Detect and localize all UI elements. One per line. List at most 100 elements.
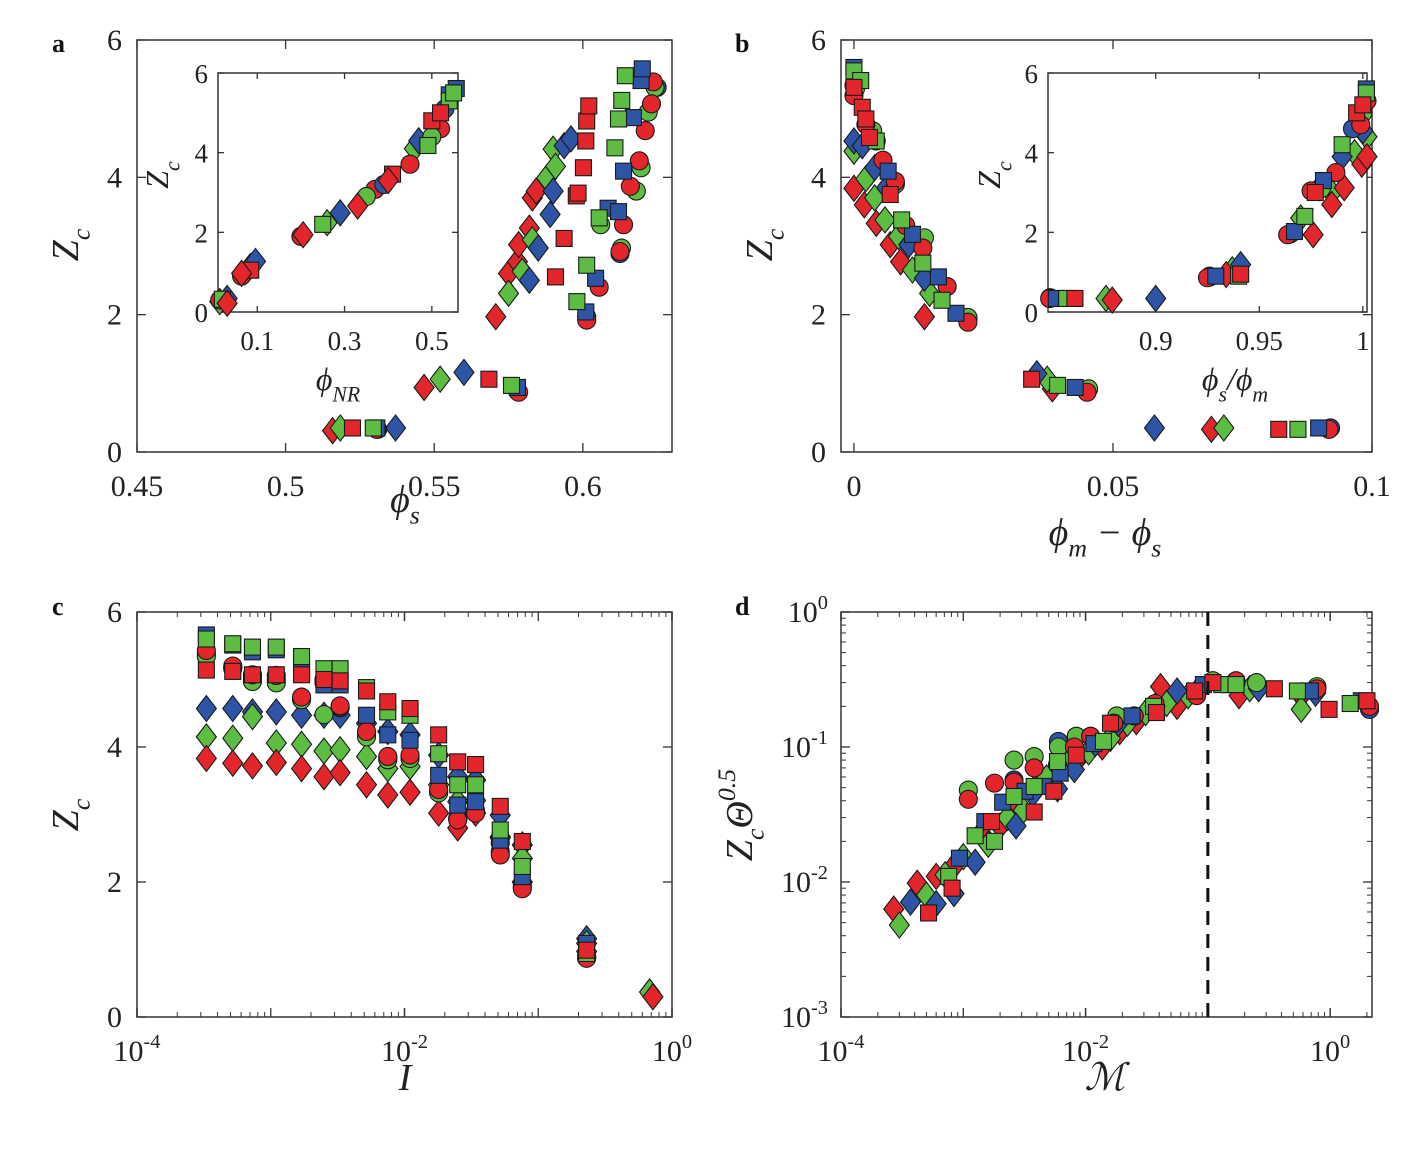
point-square [1147,703,1166,722]
point-square [491,821,509,839]
y-axis-label-part: c [66,228,95,240]
point-diamond [290,754,313,783]
y-tick-label: 4 [107,161,122,194]
y-tick-label: 100 [788,592,828,629]
inset-x-tick-label: 1 [1356,326,1370,356]
x-tick-label: 0.55 [408,470,461,503]
y-tick-label: 10-1 [781,727,828,764]
point-square [609,203,628,221]
point-square [343,419,362,437]
inset-x-axis-label: ϕNR [316,361,360,406]
y-axis-label: Zc [45,228,95,261]
inset-y-tick-label: 4 [1025,139,1039,169]
point-square [430,766,448,784]
point-square [881,185,899,204]
inset-y-tick-label: 0 [1025,298,1039,328]
point-diamond [195,694,218,723]
inset-point-diamond [1321,190,1343,219]
y-axis-label: Zc [45,798,95,831]
point-square [430,745,448,763]
y-axis-label-part: c [740,828,769,840]
point-square [379,693,397,711]
y-tick-label: 10-2 [781,862,828,899]
point-diamond [290,701,313,730]
point-square [243,638,262,656]
tick-base: 10 [788,596,818,629]
y-tick-label: 4 [107,731,122,764]
point-square [1023,370,1041,388]
point-diamond [222,694,244,723]
point-square [1066,378,1084,397]
point-square [947,304,965,322]
panel-label: d [735,592,750,621]
point-diamond [485,302,507,331]
point-square [293,666,311,684]
point-diamond [427,799,450,828]
y-axis-label: ZcΘ0.5 [712,769,770,861]
y-axis-label-part: 0.5 [712,769,741,801]
point-square [1025,803,1043,821]
inset-point-square [1296,207,1314,225]
x-axis-label-part: ℳ [1085,1057,1131,1099]
inset-y-tick-label: 4 [195,139,209,169]
tick-base: 10 [781,866,811,899]
inset-point-diamond [230,259,253,288]
x-tick-label: 0.1 [1353,470,1391,503]
inset-point-square [1285,222,1304,241]
x-tick-label: 0.6 [564,470,602,503]
tick-base: 10 [1062,1035,1092,1068]
point-square [879,162,897,180]
point-diamond [497,279,520,308]
x-axis-label: I [398,1057,414,1099]
panel-label: a [52,29,65,58]
inset-point-square [445,84,463,102]
point-square [624,109,642,127]
inset-point-square [431,104,450,122]
point-diamond [542,177,564,205]
point-square [616,67,634,85]
tick-exponent: -4 [144,1031,161,1053]
point-square [914,254,932,272]
inset-y-tick-label: 6 [195,59,209,89]
point-square [491,797,509,815]
x-axis-label-part: s [410,500,420,529]
inset-point-diamond [216,289,238,318]
point-square [1310,419,1328,437]
series-square [343,97,598,437]
inset-y-tick-label: 6 [1025,59,1039,89]
plot-frame [840,611,1373,1018]
point-circle [958,789,978,809]
y-axis-label-part: Z [719,839,761,861]
y-tick-label: 10-3 [781,997,828,1034]
axes [840,611,1373,1018]
point-diamond [241,751,264,780]
point-circle [448,810,468,830]
inset-x-axis-label-part: m [1252,382,1268,406]
tick-base: 10 [781,731,811,764]
tick-exponent: 0 [682,1031,692,1053]
point-square [578,941,596,959]
point-diamond [195,744,218,773]
inset-y-tick-label: 2 [1025,218,1039,248]
point-diamond [518,266,541,295]
point-square [1358,692,1376,710]
inset-point-square [1066,289,1084,308]
point-square [449,753,467,771]
point-circle [641,94,662,114]
inset-x-axis-label-part: ϕ [316,361,333,397]
point-circle [629,151,649,171]
x-tick-label: 0 [846,470,861,503]
point-square [546,268,565,286]
inset-x-tick-label: 0.95 [1236,326,1283,356]
point-diamond [888,911,911,939]
point-square [1123,707,1141,725]
point-square [580,97,598,115]
point-square [860,128,879,147]
point-square [1048,753,1067,771]
point-square [615,162,633,180]
series-square [364,67,634,437]
tick-exponent: -2 [1092,1031,1109,1053]
point-diamond [399,778,421,807]
tick-exponent: -2 [811,862,828,884]
